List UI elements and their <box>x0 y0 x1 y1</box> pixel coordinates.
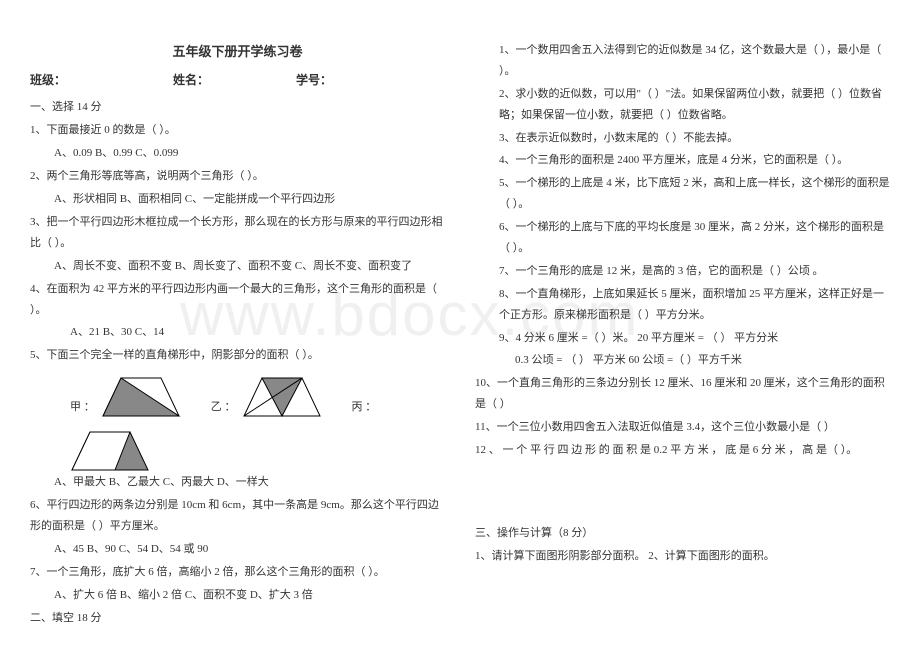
q3: 3、把一个平行四边形木框拉成一个长方形，那么现在的长方形与原来的平行四边形相比（… <box>30 212 445 254</box>
q7-options: A、扩大 6 倍 B、缩小 2 倍 C、面积不变 D、扩大 3 倍 <box>30 585 445 606</box>
trapezoid-c-icon <box>70 430 150 472</box>
r3: 3、在表示近似数时，小数末尾的（ ）不能去掉。 <box>475 128 890 149</box>
shapes-row: 甲 ： 乙 ： 丙 ： <box>30 368 445 426</box>
r9b: 0.3 公顷 = （ ） 平方米 60 公顷 =（ ）平方千米 <box>475 350 890 371</box>
q5: 5、下面三个完全一样的直角梯形中，阴影部分的面积（ ）。 <box>30 345 445 366</box>
section-1-heading: 一、选择 14 分 <box>30 97 445 118</box>
section-3-heading: 三、操作与计算（8 分） <box>475 523 890 544</box>
q2-options: A、形状相同 B、面积相同 C、一定能拼成一个平行四边形 <box>30 189 445 210</box>
r12: 12 、 一 个 平 行 四 边 形 的 面 积 是 0.2 平 方 米 ， 底… <box>475 440 890 461</box>
r11: 11、一个三位小数用四舍五入法取近似值是 3.4，这个三位小数最小是（ ） <box>475 417 890 438</box>
trapezoid-a-icon <box>101 376 181 418</box>
shape-c: 丙 ： <box>352 397 377 418</box>
r8: 8、一个直角梯形，上底如果延长 5 厘米，面积增加 25 平方厘米，这样正好是一… <box>475 284 890 326</box>
q4: 4、在面积为 42 平方米的平行四边形内画一个最大的三角形，这个三角形的面积是（… <box>30 279 445 321</box>
q5-options: A、甲最大 B、乙最大 C、丙最大 D、一样大 <box>30 472 445 493</box>
left-column: 五年级下册开学练习卷 班级： 姓名： 学号： 一、选择 14 分 1、下面最接近… <box>30 40 445 630</box>
shape-b-label: 乙 ： <box>211 397 236 418</box>
page: 五年级下册开学练习卷 班级： 姓名： 学号： 一、选择 14 分 1、下面最接近… <box>0 0 920 650</box>
trapezoid-b-icon <box>242 376 322 418</box>
header-row: 班级： 姓名： 学号： <box>30 69 445 92</box>
title: 五年级下册开学练习卷 <box>30 40 445 65</box>
r7: 7、一个三角形的底是 12 米，是高的 3 倍，它的面积是（ ）公顷 。 <box>475 261 890 282</box>
q6: 6、平行四边形的两条边分别是 10cm 和 6cm，其中一条高是 9cm。那么这… <box>30 495 445 537</box>
section-2-heading: 二、填空 18 分 <box>30 608 445 629</box>
r4: 4、一个三角形的面积是 2400 平方厘米，底是 4 分米，它的面积是（ ）。 <box>475 150 890 171</box>
q4-options: A、21 B、30 C、14 <box>30 322 445 343</box>
shape-a-label: 甲 ： <box>70 397 95 418</box>
shape-b: 乙 ： <box>211 376 322 418</box>
shape-c-figure <box>30 430 445 472</box>
q7: 7、一个三角形，底扩大 6 倍，高缩小 2 倍，那么这个三角形的面积（ ）。 <box>30 562 445 583</box>
r6: 6、一个梯形的上底与下底的平均长度是 30 厘米，高 2 分米，这个梯形的面积是… <box>475 217 890 259</box>
s3-sub: 1、请计算下面图形阴影部分面积。 2、计算下面图形的面积。 <box>475 546 890 567</box>
q2: 2、两个三角形等底等高，说明两个三角形（ ）。 <box>30 166 445 187</box>
shape-a: 甲 ： <box>70 376 181 418</box>
shape-c-label: 丙 ： <box>352 397 377 418</box>
class-label: 班级： <box>30 69 170 92</box>
q6-options: A、45 B、90 C、54 D、54 或 90 <box>30 539 445 560</box>
r10: 10、一个直角三角形的三条边分别长 12 厘米、16 厘米和 20 厘米，这个三… <box>475 373 890 415</box>
q1-options: A、0.09 B、0.99 C、0.099 <box>30 143 445 164</box>
right-column: 1、一个数用四舍五入法得到它的近似数是 34 亿，这个数最大是（ ），最小是（ … <box>475 40 890 630</box>
name-label: 姓名： <box>173 69 293 92</box>
r9a: 9、4 分米 6 厘米 =（ ）米。 20 平方厘米 = （ ） 平方分米 <box>475 328 890 349</box>
r2: 2、求小数的近似数，可以用"（ ）"法。如果保留两位小数，就要把（ ）位数省略；… <box>475 84 890 126</box>
q1: 1、下面最接近 0 的数是（ ）。 <box>30 120 445 141</box>
id-label: 学号： <box>296 69 332 92</box>
q3-options: A、周长不变、面积不变 B、周长变了、面积不变 C、周长不变、面积变了 <box>30 256 445 277</box>
r5: 5、一个梯形的上底是 4 米，比下底短 2 米，高和上底一样长，这个梯形的面积是… <box>475 173 890 215</box>
r1: 1、一个数用四舍五入法得到它的近似数是 34 亿，这个数最大是（ ），最小是（ … <box>475 40 890 82</box>
